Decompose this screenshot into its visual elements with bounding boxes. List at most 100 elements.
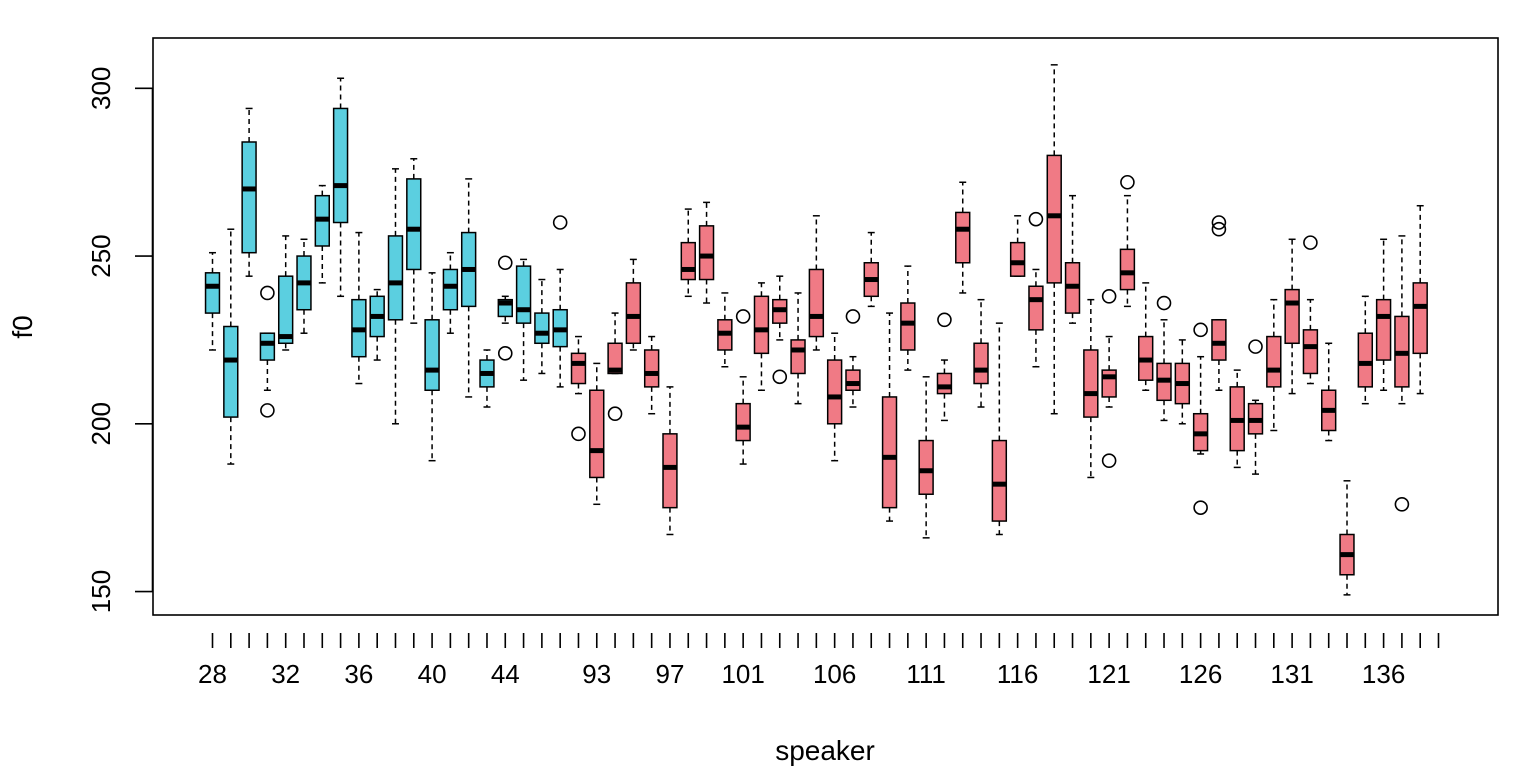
x-tick-label: 28	[198, 659, 227, 689]
box-123	[1138, 282, 1154, 391]
outlier-point	[1120, 174, 1135, 190]
outlier-point	[1211, 215, 1227, 230]
box-iqr	[589, 389, 605, 479]
outlier-point	[497, 346, 513, 361]
box-iqr	[1101, 369, 1117, 398]
box-iqr	[1009, 241, 1026, 277]
box-iqr	[1211, 319, 1227, 361]
x-tick-label: 121	[1087, 659, 1130, 689]
y-tick-label: 150	[86, 570, 116, 613]
box-iqr	[662, 433, 678, 509]
box-93	[589, 362, 605, 506]
box-132	[1302, 235, 1319, 385]
box-96	[643, 335, 660, 415]
box-46	[534, 278, 550, 375]
outlier-point	[772, 369, 788, 385]
box-32	[277, 235, 294, 351]
box-127	[1211, 215, 1227, 391]
box-31	[259, 285, 276, 418]
box-iqr	[241, 141, 257, 254]
box-33	[296, 238, 312, 334]
box-iqr	[259, 332, 276, 361]
box-iqr	[1083, 349, 1099, 418]
boxes	[204, 64, 1428, 596]
x-tick-label: 111	[906, 659, 946, 689]
box-iqr	[570, 352, 587, 385]
box-iqr	[515, 265, 532, 324]
box-116	[1009, 215, 1026, 277]
box-iqr	[625, 282, 642, 345]
box-41	[442, 251, 459, 334]
box-29	[223, 228, 239, 465]
box-iqr	[900, 302, 916, 351]
x-tick-label: 40	[418, 659, 447, 689]
box-iqr	[223, 325, 239, 418]
box-iqr	[277, 275, 294, 345]
box-37	[369, 288, 385, 361]
outlier-point	[260, 285, 275, 301]
box-134	[1339, 480, 1355, 596]
box-iqr	[790, 339, 806, 375]
x-tick-label: 36	[344, 659, 373, 689]
box-120	[1083, 298, 1099, 479]
box-iqr	[698, 225, 715, 281]
outlier-point	[1193, 322, 1208, 338]
box-43	[479, 349, 495, 408]
box-95	[625, 258, 642, 351]
box-121	[1101, 289, 1117, 468]
box-106	[826, 332, 843, 462]
box-136	[1375, 238, 1392, 391]
outlier-point	[1156, 295, 1172, 311]
box-35	[332, 77, 349, 298]
outlier-point	[607, 406, 623, 422]
x-tick-label: 116	[997, 659, 1038, 689]
y-axis-title: f0	[7, 315, 38, 338]
box-128	[1229, 369, 1245, 469]
box-107	[845, 309, 861, 408]
x-tick-label: 106	[813, 659, 856, 689]
box-iqr	[204, 272, 221, 314]
x-tick-label: 32	[271, 659, 300, 689]
x-tick-label: 136	[1362, 659, 1405, 689]
outlier-point	[1193, 500, 1208, 515]
box-iqr	[442, 268, 459, 311]
box-45	[515, 258, 532, 381]
box-104	[790, 292, 806, 405]
box-114	[973, 298, 989, 408]
box-iqr	[808, 268, 825, 338]
box-44	[497, 255, 513, 361]
box-118	[1046, 64, 1062, 415]
box-iqr	[1302, 329, 1319, 375]
y-tick-label: 200	[86, 402, 116, 445]
box-42	[460, 178, 477, 398]
box-iqr	[918, 439, 934, 495]
outlier-point	[1211, 221, 1227, 237]
outlier-point	[845, 309, 861, 324]
box-110	[900, 265, 916, 371]
box-iqr	[534, 312, 550, 345]
box-iqr	[643, 349, 660, 388]
box-117	[1028, 211, 1044, 368]
outlier-point	[735, 309, 751, 324]
box-109	[881, 312, 898, 522]
box-28	[204, 251, 221, 351]
box-iqr	[753, 295, 770, 355]
x-tick-label: 44	[491, 659, 520, 689]
x-axis: 28 32 36 40 44 93 97 101 106 111 116 121 126 131 136	[198, 633, 1440, 689]
box-113	[955, 181, 971, 294]
outlier-point	[552, 215, 568, 230]
box-40	[424, 272, 440, 462]
box-137	[1394, 235, 1410, 512]
box-iqr	[845, 369, 861, 391]
box-30	[241, 107, 257, 277]
box-iqr	[424, 319, 440, 391]
box-iqr	[1266, 335, 1282, 388]
box-112	[936, 312, 953, 422]
box-38	[387, 168, 404, 425]
box-iqr	[1028, 285, 1044, 331]
box-iqr	[1375, 298, 1392, 361]
x-tick-label: 93	[582, 659, 611, 689]
box-94	[607, 312, 623, 422]
box-iqr	[973, 342, 989, 385]
